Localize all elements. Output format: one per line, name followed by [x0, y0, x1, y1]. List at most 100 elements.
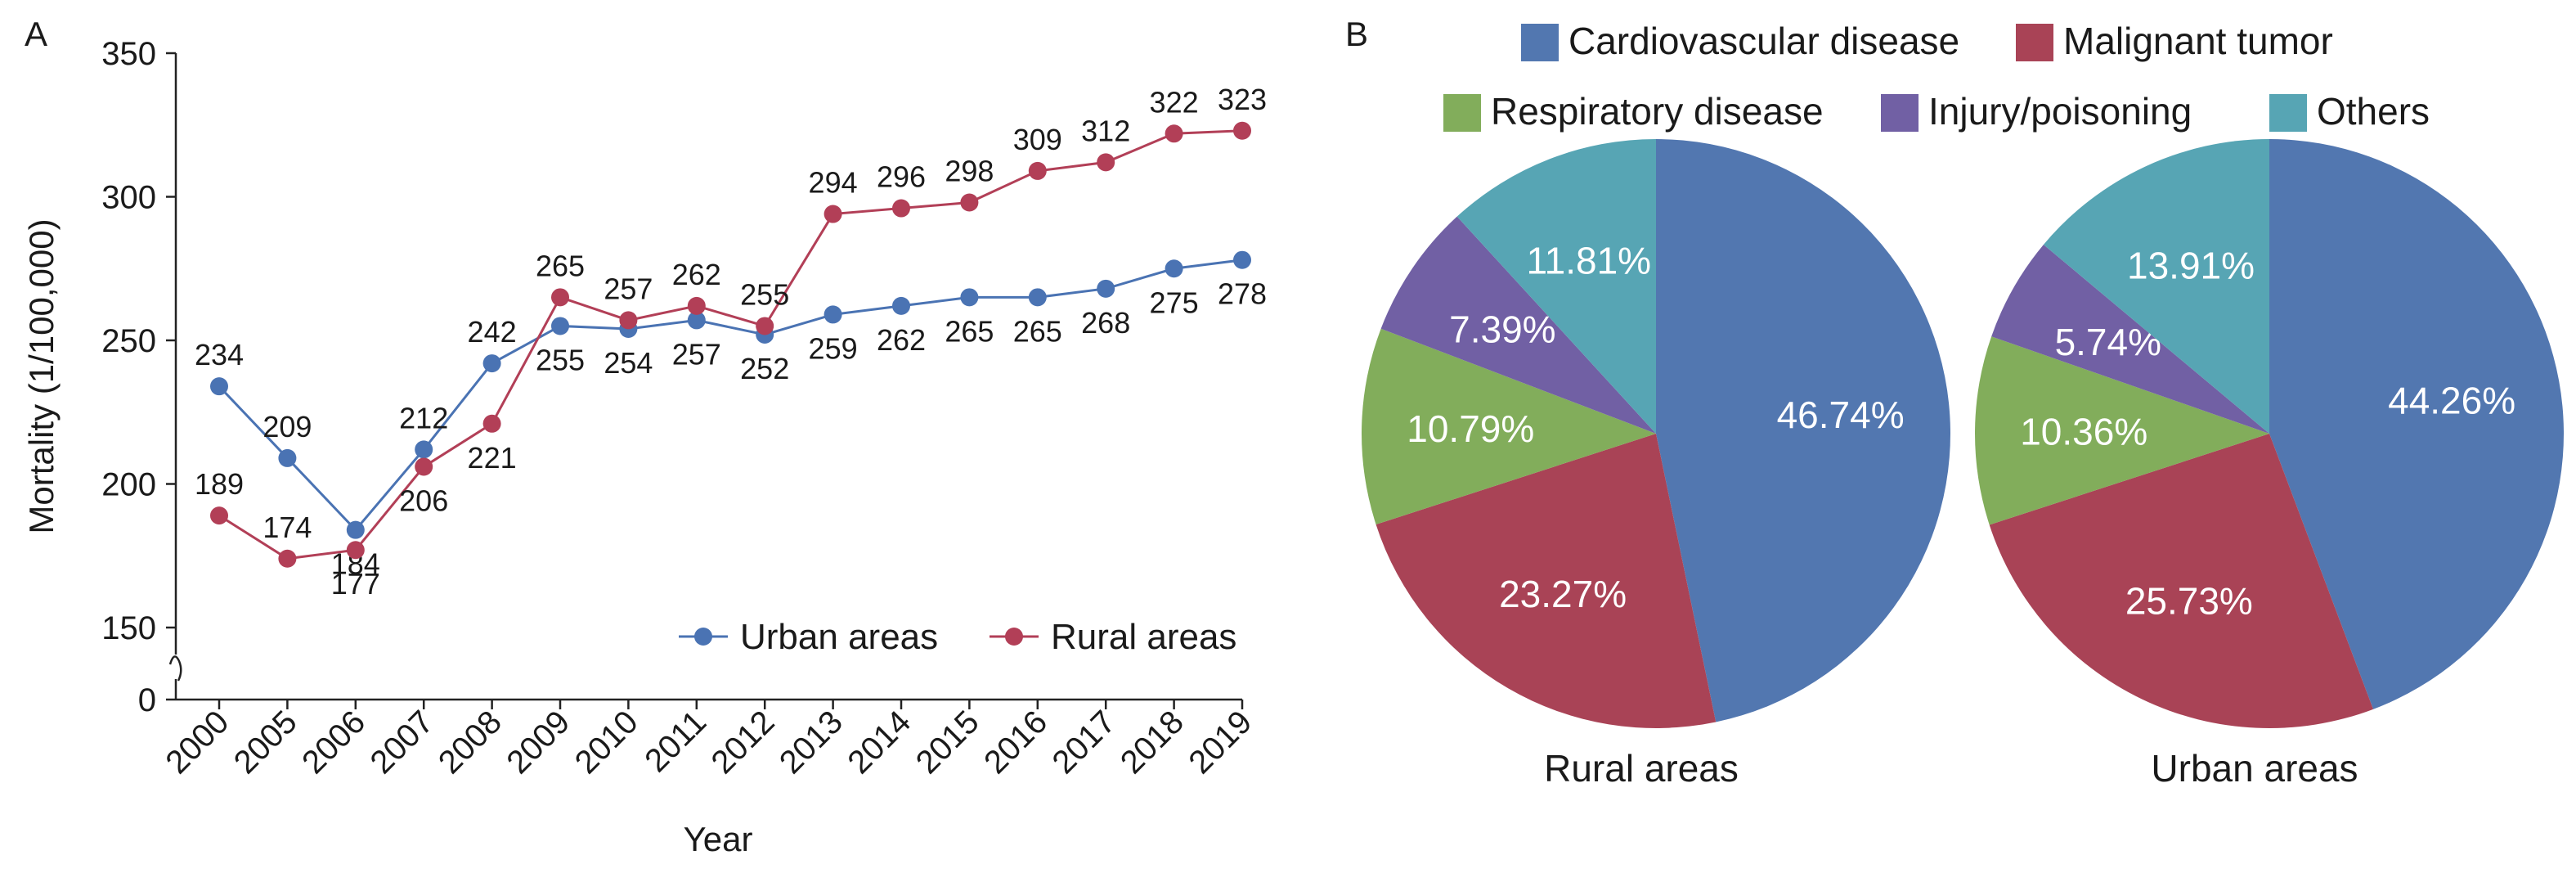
- data-label: 255: [740, 277, 789, 311]
- x-tick-label: 2012: [705, 704, 782, 781]
- data-point: [824, 305, 842, 324]
- data-point: [210, 506, 228, 525]
- y-axis-title: Mortality (1/100,000): [22, 218, 61, 533]
- x-tick-label: 2011: [638, 704, 713, 779]
- data-label: 265: [536, 249, 585, 282]
- pie-slice: [1456, 139, 1656, 434]
- slice-label: 10.36%: [2020, 411, 2147, 453]
- y-tick-label: 350: [101, 36, 156, 72]
- x-tick-label: 2000: [159, 704, 236, 781]
- data-label: 174: [263, 511, 312, 544]
- data-label: 234: [195, 338, 244, 371]
- data-label: 268: [1081, 306, 1130, 340]
- legend-label: Injury/poisoning: [1928, 90, 2192, 133]
- data-label: 252: [740, 352, 789, 385]
- data-point: [482, 414, 501, 433]
- legend-swatch: [2269, 94, 2307, 132]
- pie-slice: [2269, 139, 2564, 709]
- pie-slice: [1656, 139, 1950, 722]
- data-label: 265: [1013, 314, 1062, 348]
- legend-swatch: [1521, 24, 1559, 61]
- legend-label: Others: [2317, 90, 2430, 133]
- x-tick-label: 2007: [364, 704, 441, 781]
- x-tick-label: 2006: [295, 704, 372, 781]
- data-label: 257: [604, 272, 653, 305]
- series-line-urban-areas: [218, 259, 1243, 532]
- data-label: 212: [399, 401, 448, 434]
- series-line-rural-areas: [218, 129, 1243, 560]
- data-point: [278, 549, 297, 568]
- x-tick-label: 2005: [227, 704, 304, 781]
- legend-swatch: [1443, 94, 1481, 132]
- data-point: [1165, 124, 1183, 143]
- data-label: 265: [945, 314, 994, 348]
- legend-label: Rural areas: [1051, 617, 1236, 657]
- data-point: [960, 193, 979, 212]
- legend-marker: [1005, 628, 1023, 646]
- x-tick-label: 2015: [909, 704, 986, 781]
- data-point: [756, 317, 774, 335]
- pie-rural-areas: 46.74% 23.27% 10.79% 7.39% 11.81% Rural areas: [1362, 139, 1950, 790]
- legend-swatch: [1881, 94, 1919, 132]
- pie-slice: [1989, 434, 2374, 728]
- pie-title: Urban areas: [2151, 747, 2358, 790]
- pie-slice: [1991, 244, 2269, 434]
- x-tick-label: 2013: [773, 704, 850, 781]
- data-label: 242: [468, 315, 517, 349]
- axis-break-mark: [168, 655, 182, 682]
- data-point: [824, 205, 842, 223]
- data-label: 309: [1013, 123, 1062, 156]
- legend-label: Malignant tumor: [2063, 20, 2333, 62]
- data-point: [687, 311, 706, 330]
- legend-marker: [694, 628, 712, 646]
- data-label: 209: [263, 410, 312, 443]
- data-point: [415, 457, 433, 476]
- data-label: 294: [809, 166, 858, 200]
- data-label: 257: [672, 337, 721, 371]
- data-label: 296: [877, 160, 926, 194]
- data-point: [619, 311, 638, 330]
- slice-label: 25.73%: [2125, 579, 2253, 622]
- legend-label: Urban areas: [740, 617, 938, 657]
- x-tick-label: 2009: [500, 704, 577, 781]
- line-chart-axes: 0 150 200 250 300 350 200020052006200720082009…: [22, 36, 1259, 858]
- data-point: [687, 296, 706, 315]
- data-label: 275: [1150, 286, 1199, 319]
- data-point: [1097, 153, 1115, 172]
- legend-label: Respiratory disease: [1491, 90, 1824, 133]
- data-point: [278, 448, 297, 467]
- legend-label: Cardiovascular disease: [1568, 20, 1959, 62]
- pie-slice: [2043, 139, 2269, 434]
- data-point: [1028, 161, 1047, 180]
- data-point: [960, 288, 979, 307]
- pie-title: Rural areas: [1544, 747, 1739, 790]
- data-point: [415, 440, 433, 459]
- slice-label: 11.81%: [1526, 240, 1651, 282]
- data-point: [1165, 259, 1183, 278]
- data-label: 206: [399, 484, 448, 517]
- data-point: [551, 288, 569, 307]
- data-label: 254: [604, 346, 653, 380]
- x-tick-label: 2019: [1182, 704, 1259, 781]
- slice-label: 10.79%: [1407, 407, 1534, 450]
- pie-slice: [1376, 434, 1717, 728]
- data-point: [346, 541, 365, 560]
- data-label: 312: [1081, 114, 1130, 147]
- pie-urban-areas: 44.26%25.73%10.36%5.74%13.91%Urban areas: [1975, 139, 2564, 790]
- data-point: [1097, 279, 1115, 298]
- x-tick-label: 2010: [568, 704, 645, 781]
- legend-swatch: [2016, 24, 2053, 61]
- x-tick-label: 2014: [841, 704, 918, 781]
- data-label: 262: [672, 258, 721, 291]
- x-tick-label: 2008: [432, 704, 509, 781]
- data-point: [482, 354, 501, 373]
- slice-label: 13.91%: [2127, 245, 2255, 287]
- data-label: 177: [331, 567, 380, 601]
- x-tick-label: 2018: [1114, 704, 1191, 781]
- data-label: 259: [809, 331, 858, 365]
- data-label: 322: [1150, 85, 1199, 119]
- data-label: 262: [877, 323, 926, 357]
- data-label: 323: [1218, 83, 1267, 116]
